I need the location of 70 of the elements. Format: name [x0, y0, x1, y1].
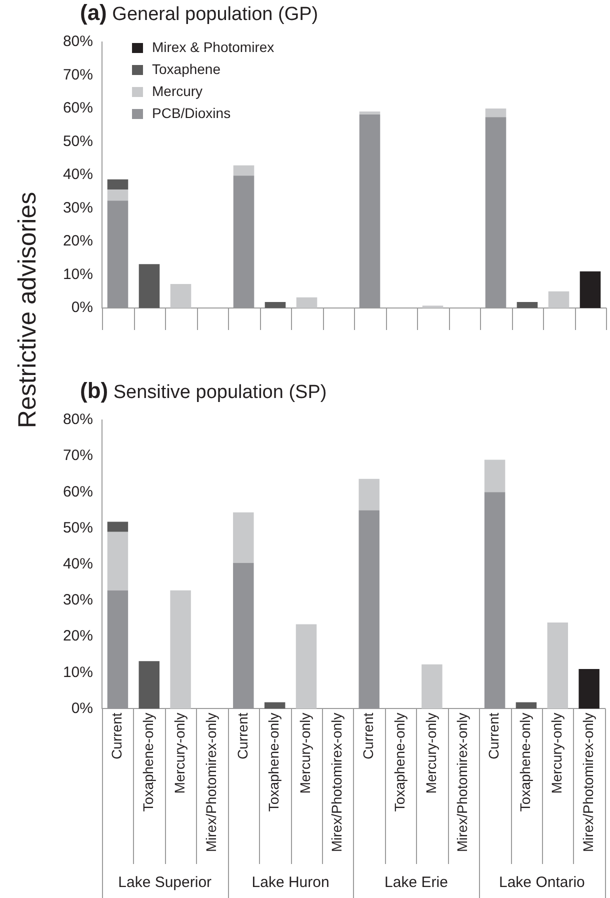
x-tick-label: Toxaphene-only — [140, 712, 156, 812]
x-tick-label: Current — [360, 712, 376, 760]
bar — [358, 478, 380, 510]
y-tick-label: 0% — [71, 299, 93, 316]
legend-label: Mirex & Photomirex — [152, 38, 274, 55]
y-tick-label: 60% — [62, 100, 93, 117]
bar — [233, 165, 254, 176]
bar — [107, 522, 128, 532]
chart-title: (a) General population (GP) — [80, 0, 318, 26]
y-tick-label: 80% — [62, 411, 93, 428]
x-tick-label: Current — [486, 712, 502, 760]
y-tick-label: 20% — [62, 628, 93, 645]
chart-title: (b) Sensitive population (SP) — [80, 378, 327, 404]
bar — [516, 302, 538, 308]
y-tick-label: 10% — [62, 266, 93, 283]
bar — [516, 702, 537, 709]
y-tick-label: 70% — [62, 447, 93, 464]
bar — [359, 111, 380, 114]
text: Lake Huron — [252, 874, 330, 892]
x-tick-label: Toxaphene-only — [391, 712, 408, 812]
bar — [578, 669, 600, 709]
bar — [170, 590, 191, 709]
bar — [548, 291, 570, 308]
bar — [107, 179, 128, 190]
text: Lake Ontario — [498, 874, 585, 892]
y-tick-label: 30% — [62, 592, 93, 609]
x-tick-label: Mercury-only — [548, 712, 565, 794]
bar — [264, 702, 286, 709]
y-axis-title: Restrictive advisories — [14, 192, 42, 428]
text: Lake Superior — [118, 874, 212, 892]
x-tick-label: Current — [108, 712, 125, 760]
bar — [547, 622, 568, 709]
x-tick-label: Mercury-only — [422, 712, 439, 794]
bar — [296, 624, 317, 709]
x-tick-label: Toxaphene-only — [517, 712, 534, 812]
y-tick-label: 20% — [62, 232, 93, 250]
bar — [485, 108, 506, 118]
y-tick-label: 60% — [62, 483, 93, 500]
x-tick-label: Current — [234, 712, 250, 760]
bar — [580, 271, 601, 308]
bar — [170, 284, 192, 308]
bar — [107, 190, 128, 201]
bar — [138, 264, 160, 308]
bar — [484, 460, 506, 492]
y-tick-label: 10% — [62, 664, 93, 681]
text: Lake Erie — [384, 874, 448, 892]
bar — [296, 297, 318, 308]
y-tick-label: 80% — [62, 33, 93, 50]
y-tick-label: 40% — [62, 556, 93, 573]
y-tick-label: 0% — [71, 700, 93, 717]
bar — [264, 302, 286, 308]
legend-label: Toxaphene — [152, 60, 221, 77]
y-tick-label: 30% — [62, 199, 93, 216]
y-tick-label: 70% — [62, 66, 93, 84]
bar — [138, 661, 160, 709]
x-tick-label: Mercury-only — [297, 712, 314, 794]
y-tick-label: 50% — [62, 132, 93, 150]
bar — [233, 512, 254, 563]
y-tick-label: 50% — [62, 519, 93, 536]
x-tick-label: Mirex/Photomirex-only — [454, 712, 470, 852]
legend-label: Mercury — [152, 82, 203, 99]
x-tick-label: Mirex/Photomirex-only — [328, 712, 345, 852]
y-tick-label: 40% — [62, 166, 93, 184]
x-tick-label: Mirex/Photomirex-only — [202, 712, 219, 852]
x-tick-label: Toxaphene-only — [266, 712, 282, 812]
bar — [107, 532, 128, 590]
legend-label: PCB/Dioxins — [152, 104, 231, 121]
bar — [422, 664, 442, 709]
x-tick-label: Mercury-only — [171, 712, 188, 794]
x-tick-label: Mirex/Photomirex-only — [580, 712, 596, 852]
